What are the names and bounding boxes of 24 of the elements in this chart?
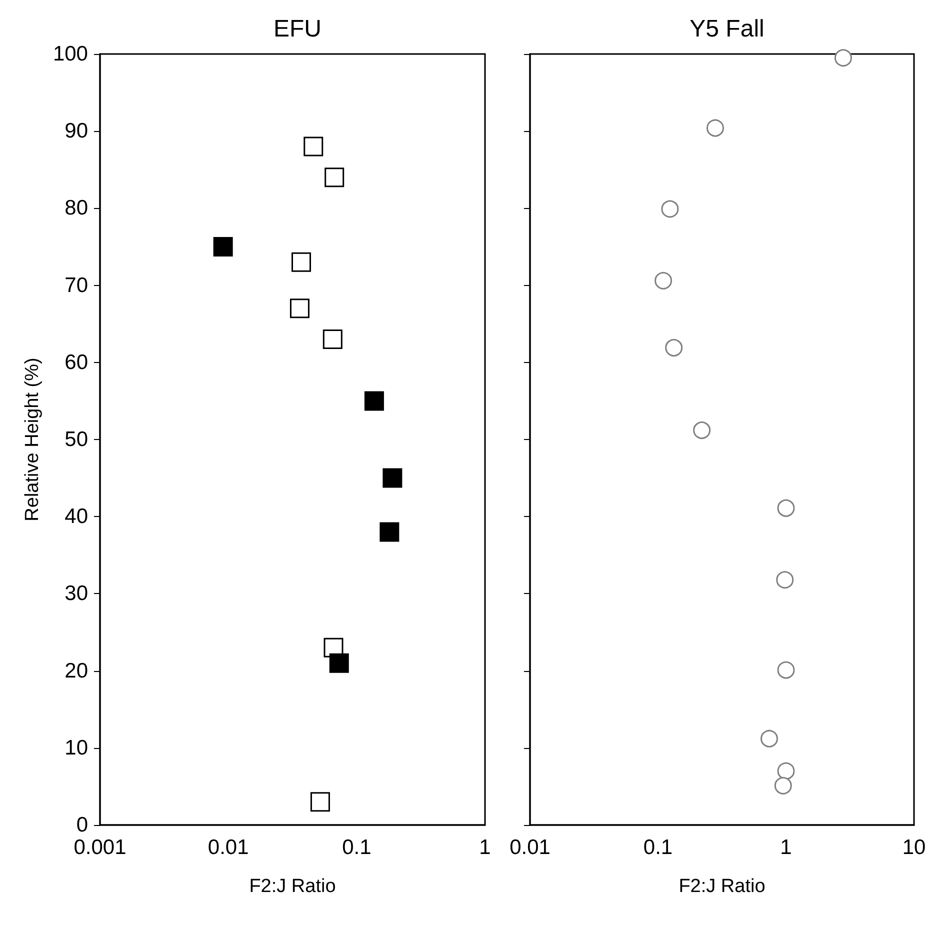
x-tick-label: 1 (780, 836, 792, 859)
x-tick-label: 0.1 (342, 836, 372, 859)
chart-title: Y5 Fall (690, 16, 764, 42)
y-tick-label: 30 (64, 582, 88, 606)
y-axis-title: Relative Height (%) (22, 358, 43, 522)
y-tick-label: 90 (64, 120, 88, 143)
y-tick-label: 100 (52, 42, 88, 66)
y-tick-label: 70 (64, 274, 88, 297)
y-tick-label: 40 (64, 505, 88, 528)
y-tick-label: 10 (64, 736, 88, 760)
x-axis-title: F2:J Ratio (249, 876, 336, 897)
y-tick-label: 50 (64, 428, 88, 451)
x-axis-title: F2:J Ratio (678, 876, 766, 897)
x-tick-label: 10 (902, 836, 926, 859)
x-tick-label: 0.01 (208, 836, 249, 859)
y-tick-label: 60 (64, 350, 88, 374)
chart-title: EFU (274, 16, 322, 42)
y-tick-label: 0 (76, 814, 88, 836)
x-tick-label: 1 (479, 836, 491, 859)
x-tick-label: 0.01 (510, 836, 550, 859)
y-tick-label: 80 (64, 196, 88, 220)
y-tick-label: 20 (64, 659, 88, 682)
x-tick-label: 0.1 (643, 836, 673, 859)
x-tick-label: 0.001 (74, 836, 126, 859)
